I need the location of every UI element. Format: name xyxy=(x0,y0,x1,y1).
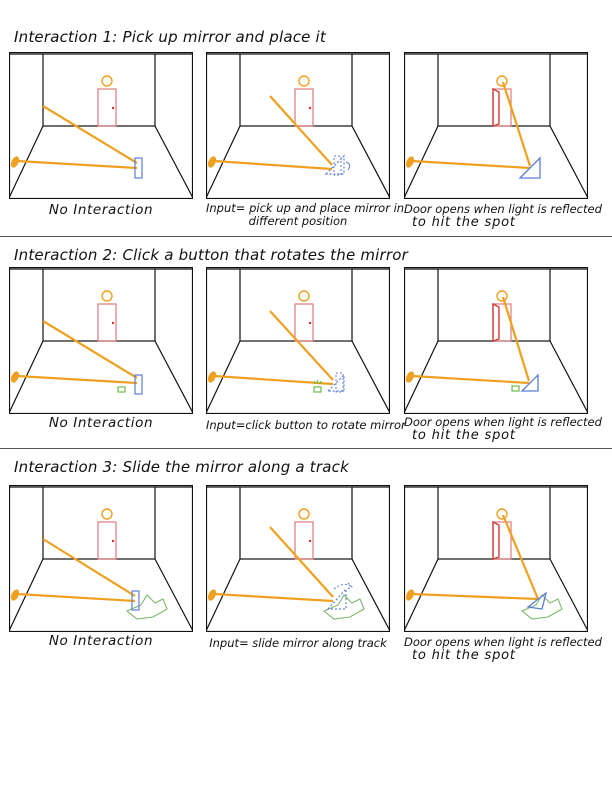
panel-3-input xyxy=(206,485,390,632)
light-source xyxy=(207,371,217,383)
door-open xyxy=(492,87,500,127)
interaction-3-title: Interaction 3: Slide the mirror along a … xyxy=(14,458,349,476)
mirror xyxy=(134,374,143,395)
door-open xyxy=(492,302,500,342)
target-spot xyxy=(496,290,508,302)
caption-1c: Door opens when light is reflected to hi… xyxy=(404,202,602,230)
door xyxy=(97,88,117,127)
light-source xyxy=(207,156,217,168)
interaction-2-title: Interaction 2: Click a button that rotat… xyxy=(14,246,409,264)
rotate-button-pressed xyxy=(313,380,322,393)
mirror-sliding xyxy=(326,587,347,610)
door xyxy=(97,303,117,342)
door-frame xyxy=(492,303,512,342)
light-source xyxy=(405,589,415,601)
room-scene-1a xyxy=(9,52,193,199)
light-source xyxy=(10,156,20,168)
interaction-2-section: Interaction 2: Click a button that rotat… xyxy=(0,236,612,448)
slide-arrow-icon xyxy=(333,582,353,590)
section-divider xyxy=(0,448,612,449)
rotate-button xyxy=(511,385,520,392)
caption-3a: No Interaction xyxy=(48,633,154,649)
door xyxy=(294,303,314,342)
interaction-1-title: Interaction 1: Pick up mirror and place … xyxy=(14,28,327,46)
door xyxy=(294,521,314,560)
target-spot xyxy=(298,290,310,302)
target-spot xyxy=(496,75,508,87)
caption-2c: Door opens when light is reflected to hi… xyxy=(404,415,602,443)
light-source xyxy=(207,589,217,601)
light-source xyxy=(10,589,20,601)
target-spot xyxy=(101,508,113,520)
room-scene-3c xyxy=(404,485,588,632)
mirror-rotated xyxy=(520,373,539,392)
light-source xyxy=(405,156,415,168)
target-spot xyxy=(101,75,113,87)
room-scene-2a xyxy=(9,267,193,414)
light-source xyxy=(405,371,415,383)
room-scene-3b xyxy=(206,485,390,632)
light-source xyxy=(10,371,20,383)
door-open xyxy=(492,520,500,560)
panel-1-no-interaction xyxy=(9,52,193,199)
target-spot xyxy=(496,508,508,520)
room-scene-3a xyxy=(9,485,193,632)
panel-1-input xyxy=(206,52,390,199)
section-divider xyxy=(0,236,612,237)
door-frame xyxy=(492,88,512,127)
room-scene-1b xyxy=(206,52,390,199)
mirror xyxy=(134,157,143,179)
panel-3-door-opens xyxy=(404,485,588,632)
room-scene-2c xyxy=(404,267,588,414)
panel-3-no-interaction xyxy=(9,485,193,632)
panel-2-door-opens xyxy=(404,267,588,414)
target-spot xyxy=(298,508,310,520)
target-spot xyxy=(298,75,310,87)
mirror-track xyxy=(125,594,168,620)
caption-1b: Input= pick up and place mirror in diffe… xyxy=(206,201,405,228)
door xyxy=(97,521,117,560)
door xyxy=(294,88,314,127)
mirror xyxy=(131,590,140,611)
rotate-arrow-icon xyxy=(345,161,351,171)
panel-2-no-interaction xyxy=(9,267,193,414)
interaction-3-section: Interaction 3: Slide the mirror along a … xyxy=(0,448,612,688)
room-scene-1c xyxy=(404,52,588,199)
rotate-button xyxy=(117,386,126,393)
mirror-placed xyxy=(324,154,345,175)
caption-1a: No Interaction xyxy=(48,202,154,218)
caption-2b: Input=click button to rotate mirror xyxy=(206,418,406,432)
panel-2-input xyxy=(206,267,390,414)
mirror-track xyxy=(520,594,563,620)
mirror-track xyxy=(322,594,365,620)
target-spot xyxy=(101,290,113,302)
interaction-1-section: Interaction 1: Pick up mirror and place … xyxy=(0,0,612,236)
room-scene-2b xyxy=(206,267,390,414)
mirror-rotated xyxy=(518,156,541,179)
mirror-slid xyxy=(526,591,548,610)
caption-2a: No Interaction xyxy=(48,415,154,431)
caption-3c: Door opens when light is reflected to hi… xyxy=(404,635,602,663)
caption-3b: Input= slide mirror along track xyxy=(209,636,387,650)
panel-1-door-opens xyxy=(404,52,588,199)
